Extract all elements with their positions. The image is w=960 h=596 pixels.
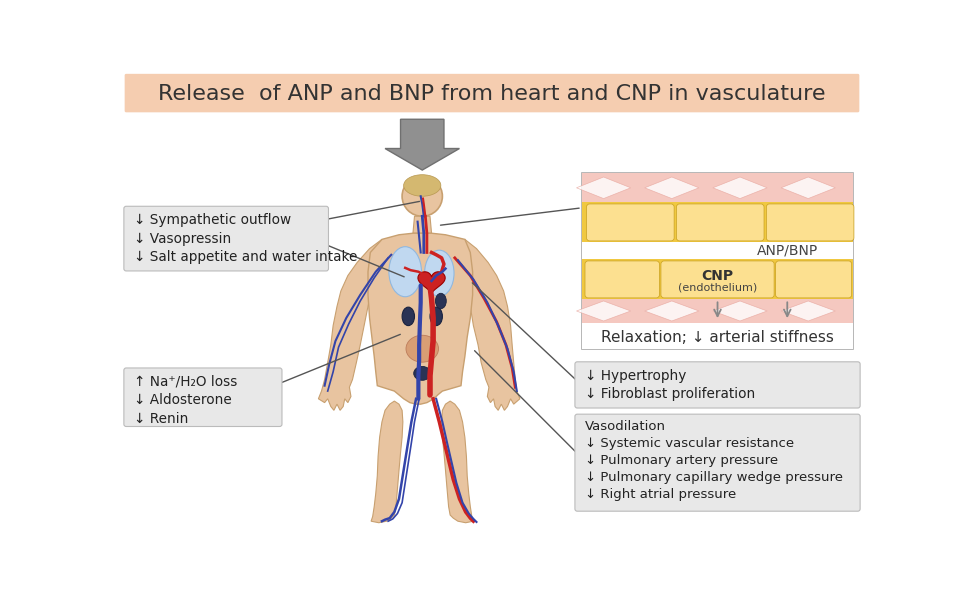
- Polygon shape: [385, 119, 460, 170]
- Polygon shape: [319, 240, 382, 410]
- Bar: [582, 259, 853, 299]
- Polygon shape: [645, 301, 699, 321]
- Polygon shape: [781, 177, 835, 198]
- Ellipse shape: [430, 307, 443, 325]
- FancyBboxPatch shape: [585, 261, 660, 298]
- Polygon shape: [713, 177, 767, 198]
- Polygon shape: [460, 240, 520, 410]
- Ellipse shape: [436, 293, 446, 309]
- Text: ↓ Systemic vascular resistance: ↓ Systemic vascular resistance: [585, 437, 794, 450]
- Ellipse shape: [406, 335, 439, 362]
- Polygon shape: [645, 177, 699, 198]
- FancyBboxPatch shape: [776, 261, 852, 298]
- Bar: [582, 243, 853, 259]
- Polygon shape: [713, 301, 767, 321]
- FancyBboxPatch shape: [677, 204, 764, 241]
- FancyBboxPatch shape: [124, 368, 282, 427]
- Text: Release  of ANP and BNP from heart and CNP in vasculature: Release of ANP and BNP from heart and CN…: [158, 84, 826, 104]
- FancyBboxPatch shape: [124, 206, 328, 271]
- Ellipse shape: [414, 367, 431, 380]
- Ellipse shape: [402, 307, 415, 325]
- Text: ↓ Fibroblast proliferation: ↓ Fibroblast proliferation: [585, 387, 756, 401]
- Polygon shape: [781, 301, 835, 321]
- Text: ↓ Sympathetic outflow: ↓ Sympathetic outflow: [134, 213, 291, 227]
- Bar: [582, 299, 853, 322]
- Text: ↓ Right atrial pressure: ↓ Right atrial pressure: [585, 488, 736, 501]
- Polygon shape: [368, 233, 472, 404]
- Ellipse shape: [403, 175, 441, 196]
- Text: ↓ Salt appetite and water intake: ↓ Salt appetite and water intake: [134, 250, 357, 264]
- Bar: [582, 203, 853, 243]
- Text: ↓ Renin: ↓ Renin: [134, 412, 188, 426]
- Polygon shape: [576, 177, 631, 198]
- FancyBboxPatch shape: [587, 204, 674, 241]
- Polygon shape: [576, 301, 631, 321]
- FancyBboxPatch shape: [766, 204, 854, 241]
- Ellipse shape: [424, 250, 454, 296]
- Text: ANP/BNP: ANP/BNP: [756, 244, 818, 258]
- Text: ↓ Aldosterone: ↓ Aldosterone: [134, 393, 231, 407]
- FancyBboxPatch shape: [575, 362, 860, 408]
- Text: ↑ Na⁺/H₂O loss: ↑ Na⁺/H₂O loss: [134, 375, 237, 389]
- Text: ↓ Pulmonary artery pressure: ↓ Pulmonary artery pressure: [585, 454, 779, 467]
- Ellipse shape: [389, 247, 421, 297]
- Polygon shape: [372, 401, 403, 523]
- Text: (endothelium): (endothelium): [678, 282, 757, 292]
- Text: Vasodilation: Vasodilation: [585, 420, 666, 433]
- Text: ↓ Pulmonary capillary wedge pressure: ↓ Pulmonary capillary wedge pressure: [585, 471, 843, 484]
- Polygon shape: [442, 401, 473, 523]
- FancyBboxPatch shape: [575, 414, 860, 511]
- Text: ↓ Hypertrophy: ↓ Hypertrophy: [585, 369, 686, 383]
- FancyBboxPatch shape: [660, 261, 774, 298]
- Polygon shape: [418, 272, 445, 294]
- Bar: [582, 173, 853, 203]
- Text: Relaxation; ↓ arterial stiffness: Relaxation; ↓ arterial stiffness: [601, 330, 834, 344]
- Polygon shape: [413, 216, 432, 233]
- FancyBboxPatch shape: [125, 74, 859, 112]
- FancyBboxPatch shape: [582, 173, 853, 349]
- Bar: [582, 322, 853, 349]
- Ellipse shape: [402, 176, 443, 216]
- Text: ↓ Vasopressin: ↓ Vasopressin: [134, 232, 231, 246]
- Text: CNP: CNP: [702, 269, 733, 283]
